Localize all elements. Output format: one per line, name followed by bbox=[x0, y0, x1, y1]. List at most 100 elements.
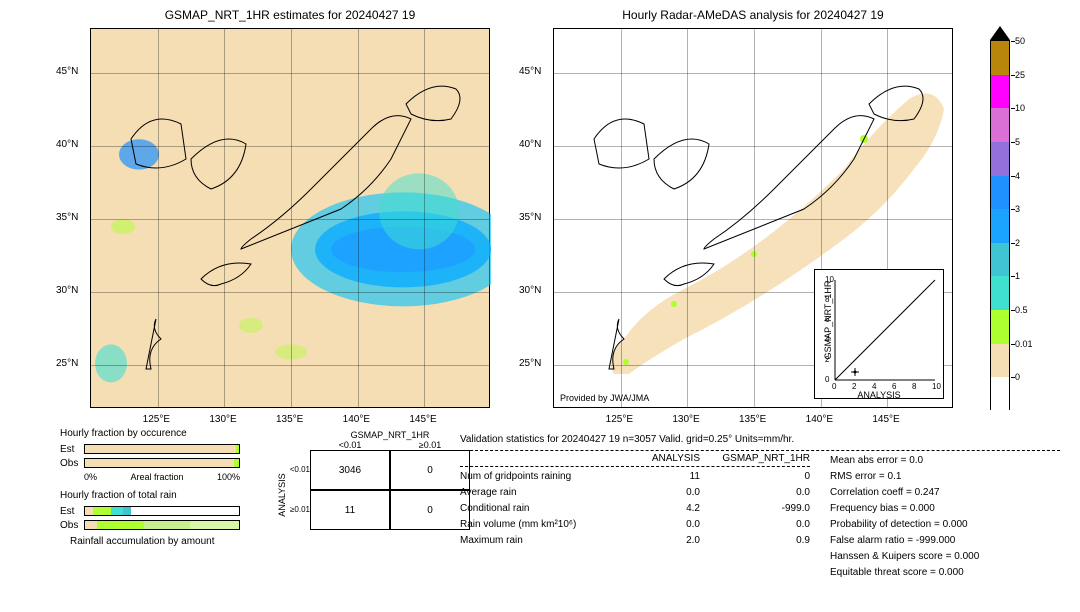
scatter-xtick: 2 bbox=[852, 382, 856, 391]
totalrain-row-est: Est bbox=[60, 506, 84, 517]
occurrence-title: Hourly fraction by occurence bbox=[60, 428, 187, 439]
totalrain-bars: Est Obs bbox=[60, 504, 240, 532]
score-value: 0.000 bbox=[939, 567, 964, 578]
accum-label: Rainfall accumulation by amount bbox=[70, 536, 215, 547]
ytick-label: 40°N bbox=[519, 139, 541, 150]
matrix-c01: 0 bbox=[390, 450, 470, 490]
ytick-label: 40°N bbox=[56, 139, 78, 150]
occurrence-row-obs: Obs bbox=[60, 458, 84, 469]
scatter-xtick: 0 bbox=[832, 382, 836, 391]
val-row-label: Average rain bbox=[460, 485, 630, 501]
totalrain-row-obs: Obs bbox=[60, 520, 84, 531]
score-value: -999.000 bbox=[916, 535, 955, 546]
val-row-v1: 0.0 bbox=[630, 517, 700, 533]
xtick-label: 135°E bbox=[739, 414, 766, 425]
scatter-inset: ANALYSIS GSMAP_NRT_1HR 02468100246810 bbox=[814, 269, 944, 399]
ytick-label: 45°N bbox=[519, 66, 541, 77]
ytick-label: 35°N bbox=[519, 212, 541, 223]
validation-stats: Validation statistics for 20240427 19 n=… bbox=[460, 432, 1080, 581]
matrix-col0: <0.01 bbox=[310, 440, 390, 450]
xtick-label: 145°E bbox=[409, 414, 436, 425]
score-label: Probability of detection = bbox=[830, 519, 940, 530]
ytick-label: 30°N bbox=[519, 285, 541, 296]
validation-header: Validation statistics for 20240427 19 n=… bbox=[460, 432, 1080, 448]
score-label: Mean abs error = bbox=[830, 455, 906, 466]
score-value: 0.1 bbox=[888, 471, 902, 482]
val-row-v2: 0 bbox=[700, 469, 810, 485]
val-col2: GSMAP_NRT_1HR bbox=[700, 453, 810, 464]
colorbar: 502510543210.50.010 bbox=[990, 40, 1010, 410]
score-label: Correlation coeff = bbox=[830, 487, 912, 498]
occurrence-row-est: Est bbox=[60, 444, 84, 455]
occurrence-xlabel: Areal fraction bbox=[97, 472, 217, 482]
score-label: Hanssen & Kuipers score = bbox=[830, 551, 951, 562]
scatter-xtick: 6 bbox=[892, 382, 896, 391]
colorbar-tick: 0.01 bbox=[1015, 339, 1033, 349]
colorbar-tick: 0.5 bbox=[1015, 305, 1028, 315]
score-label: False alarm ratio = bbox=[830, 535, 913, 546]
matrix-row0: <0.01 bbox=[286, 450, 310, 490]
score-value: 0.000 bbox=[910, 503, 935, 514]
val-row-v2: 0.9 bbox=[700, 533, 810, 549]
ytick-label: 25°N bbox=[56, 358, 78, 369]
provided-label: Provided by JWA/JMA bbox=[560, 393, 649, 403]
matrix-title: GSMAP_NRT_1HR bbox=[310, 430, 470, 440]
scatter-xtick: 8 bbox=[912, 382, 916, 391]
matrix-c11: 0 bbox=[390, 490, 470, 530]
score-label: Frequency bias = bbox=[830, 503, 907, 514]
val-row-v2: 0.0 bbox=[700, 517, 810, 533]
left-map-title: GSMAP_NRT_1HR estimates for 20240427 19 bbox=[90, 8, 490, 22]
colorbar-tick: 3 bbox=[1015, 204, 1020, 214]
colorbar-tick: 4 bbox=[1015, 171, 1020, 181]
score-value: 0.0 bbox=[909, 455, 923, 466]
colorbar-tick: 1 bbox=[1015, 271, 1020, 281]
scatter-ytick: 6 bbox=[825, 315, 829, 324]
scatter-ytick: 10 bbox=[825, 275, 834, 284]
val-row-label: Num of gridpoints raining bbox=[460, 469, 630, 485]
ytick-label: 25°N bbox=[519, 358, 541, 369]
score-label: RMS error = bbox=[830, 471, 885, 482]
matrix-row1: ≥0.01 bbox=[286, 490, 310, 530]
scatter-xlabel: ANALYSIS bbox=[815, 390, 943, 400]
val-col1: ANALYSIS bbox=[630, 453, 700, 464]
xtick-label: 130°E bbox=[672, 414, 699, 425]
colorbar-tick: 2 bbox=[1015, 238, 1020, 248]
val-row-v2: 0.0 bbox=[700, 485, 810, 501]
ytick-label: 30°N bbox=[56, 285, 78, 296]
scatter-ytick: 4 bbox=[825, 335, 829, 344]
matrix-c10: 11 bbox=[310, 490, 390, 530]
ytick-label: 35°N bbox=[56, 212, 78, 223]
xtick-label: 130°E bbox=[209, 414, 236, 425]
colorbar-tick: 50 bbox=[1015, 36, 1025, 46]
score-value: 0.247 bbox=[915, 487, 940, 498]
val-row-v2: -999.0 bbox=[700, 501, 810, 517]
matrix-c00: 3046 bbox=[310, 450, 390, 490]
xtick-label: 140°E bbox=[343, 414, 370, 425]
colorbar-tick: 5 bbox=[1015, 137, 1020, 147]
score-label: Equitable threat score = bbox=[830, 567, 936, 578]
val-row-label: Maximum rain bbox=[460, 533, 630, 549]
scatter-xtick: 4 bbox=[872, 382, 876, 391]
ytick-label: 45°N bbox=[56, 66, 78, 77]
occurrence-xleft: 0% bbox=[84, 472, 97, 482]
xtick-label: 135°E bbox=[276, 414, 303, 425]
contingency-matrix: GSMAP_NRT_1HR <0.01 ≥0.01 ANALYSIS <0.01… bbox=[270, 430, 470, 530]
val-row-v1: 2.0 bbox=[630, 533, 700, 549]
xtick-label: 145°E bbox=[872, 414, 899, 425]
scatter-xtick: 10 bbox=[932, 382, 941, 391]
scatter-ytick: 2 bbox=[825, 355, 829, 364]
val-row-v1: 0.0 bbox=[630, 485, 700, 501]
score-value: 0.000 bbox=[943, 519, 968, 530]
matrix-col1: ≥0.01 bbox=[390, 440, 470, 450]
xtick-label: 125°E bbox=[606, 414, 633, 425]
right-map: Provided by JWA/JMA ANALYSIS GSMAP_NRT_1… bbox=[553, 28, 953, 408]
occurrence-xright: 100% bbox=[217, 472, 240, 482]
val-row-v1: 11 bbox=[630, 469, 700, 485]
totalrain-title: Hourly fraction of total rain bbox=[60, 490, 177, 501]
occurrence-bars: Est Obs 0% Areal fraction 100% bbox=[60, 442, 240, 482]
val-row-label: Rain volume (mm km²10⁶) bbox=[460, 517, 630, 533]
right-map-title: Hourly Radar-AMeDAS analysis for 2024042… bbox=[553, 8, 953, 22]
colorbar-tick: 10 bbox=[1015, 103, 1025, 113]
colorbar-tick: 25 bbox=[1015, 70, 1025, 80]
val-row-label: Conditional rain bbox=[460, 501, 630, 517]
